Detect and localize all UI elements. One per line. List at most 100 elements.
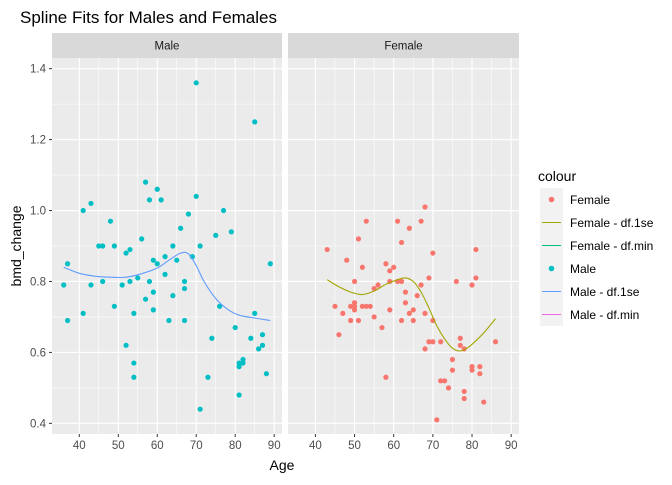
data-point-female xyxy=(449,356,456,363)
data-point-male xyxy=(162,254,168,260)
data-point-female xyxy=(481,399,487,405)
data-point-male xyxy=(131,374,137,380)
data-point-male xyxy=(100,278,106,285)
data-point-male xyxy=(205,374,211,380)
legend-point-swatch xyxy=(548,265,555,272)
data-point-male xyxy=(193,80,199,86)
data-point-female xyxy=(410,307,416,313)
data-point-female xyxy=(469,364,475,370)
data-point-female xyxy=(426,275,432,281)
data-point-male xyxy=(189,254,195,260)
data-point-female xyxy=(406,225,412,231)
data-point-female xyxy=(336,332,342,338)
data-point-male xyxy=(170,293,176,299)
data-point-female xyxy=(351,307,358,313)
data-point-male xyxy=(154,186,160,192)
data-point-male xyxy=(181,278,188,285)
x-tick-label: 50 xyxy=(112,440,125,452)
data-point-male xyxy=(232,324,238,331)
data-point-female xyxy=(422,310,428,316)
data-point-male xyxy=(135,275,141,281)
spline-curve-female xyxy=(326,277,496,352)
data-point-male xyxy=(228,229,234,235)
data-point-female xyxy=(351,278,358,285)
legend-label: Male - df.min xyxy=(570,308,639,322)
data-point-male xyxy=(107,218,114,224)
data-point-female xyxy=(438,339,444,345)
data-point-female xyxy=(477,371,483,377)
facet-strip-label: Female xyxy=(384,41,422,53)
legend-item: Male xyxy=(540,257,596,280)
data-point-male xyxy=(131,310,137,316)
data-point-male xyxy=(181,285,188,292)
data-point-female xyxy=(351,300,358,306)
data-point-female xyxy=(418,218,424,224)
data-point-female xyxy=(363,218,369,224)
data-point-female xyxy=(461,388,467,395)
x-tick-label: 50 xyxy=(348,440,361,452)
data-point-male xyxy=(127,246,133,253)
data-point-female xyxy=(383,374,389,380)
data-point-female xyxy=(387,307,393,313)
legend-item: Female xyxy=(540,188,610,211)
legend-item: Female - df.min xyxy=(540,234,653,257)
data-point-female xyxy=(469,282,475,288)
data-point-female xyxy=(379,324,385,331)
x-axis-label: Age xyxy=(270,457,295,473)
data-point-female xyxy=(457,335,463,341)
data-point-female xyxy=(418,282,424,288)
x-tick-label: 60 xyxy=(387,440,400,452)
data-point-female xyxy=(477,364,483,370)
data-point-male xyxy=(197,406,203,412)
data-point-female xyxy=(445,385,452,391)
y-axis-label: bmd_change xyxy=(8,205,24,286)
data-point-male xyxy=(259,342,266,348)
data-point-female xyxy=(402,289,409,295)
data-point-male xyxy=(88,282,94,288)
data-point-female xyxy=(461,395,467,402)
data-point-female xyxy=(348,303,354,309)
data-point-female xyxy=(375,282,381,288)
data-point-male xyxy=(139,236,145,242)
panel-female: Female 40 50 60 70 80 90 xyxy=(288,33,519,452)
data-point-female xyxy=(442,378,448,384)
panel-male: Male 40 50 60 70 80 90 0.4 0.6 0.8 1.0 1.2 1.4 xyxy=(30,33,282,452)
data-point-male xyxy=(178,225,184,231)
x-tick-label: 80 xyxy=(466,440,479,452)
data-point-female xyxy=(492,339,499,345)
data-point-male xyxy=(240,360,246,366)
data-point-female xyxy=(398,317,405,324)
data-point-female xyxy=(473,246,479,253)
data-point-female xyxy=(406,310,412,316)
data-point-male xyxy=(170,243,176,249)
data-point-female xyxy=(344,257,350,263)
spline-curve-male xyxy=(63,251,271,322)
legend-label: Female - df.1se xyxy=(570,216,654,230)
chart-title: Spline Fits for Males and Females xyxy=(20,8,277,27)
facet-strip xyxy=(288,33,519,58)
data-point-male xyxy=(166,317,172,324)
legend-label: Female - df.min xyxy=(570,239,653,253)
data-point-female xyxy=(422,204,428,210)
data-point-female xyxy=(332,303,338,309)
data-point-male xyxy=(96,243,102,249)
data-point-male xyxy=(252,119,258,125)
data-point-male xyxy=(111,303,117,309)
data-point-male xyxy=(127,278,133,285)
data-point-female xyxy=(453,278,459,285)
data-point-male xyxy=(142,179,149,185)
data-point-male xyxy=(150,289,156,295)
data-point-female xyxy=(359,264,365,270)
y-tick-label: 1.2 xyxy=(30,135,46,147)
x-tick-label: 80 xyxy=(229,440,242,452)
data-point-female xyxy=(430,339,436,345)
data-point-male xyxy=(80,207,86,214)
data-point-male xyxy=(185,211,192,217)
data-point-male xyxy=(150,307,156,313)
data-point-male xyxy=(174,257,180,263)
data-point-male xyxy=(146,278,153,285)
y-tick-label: 1.0 xyxy=(30,206,46,218)
data-point-male xyxy=(80,310,86,316)
